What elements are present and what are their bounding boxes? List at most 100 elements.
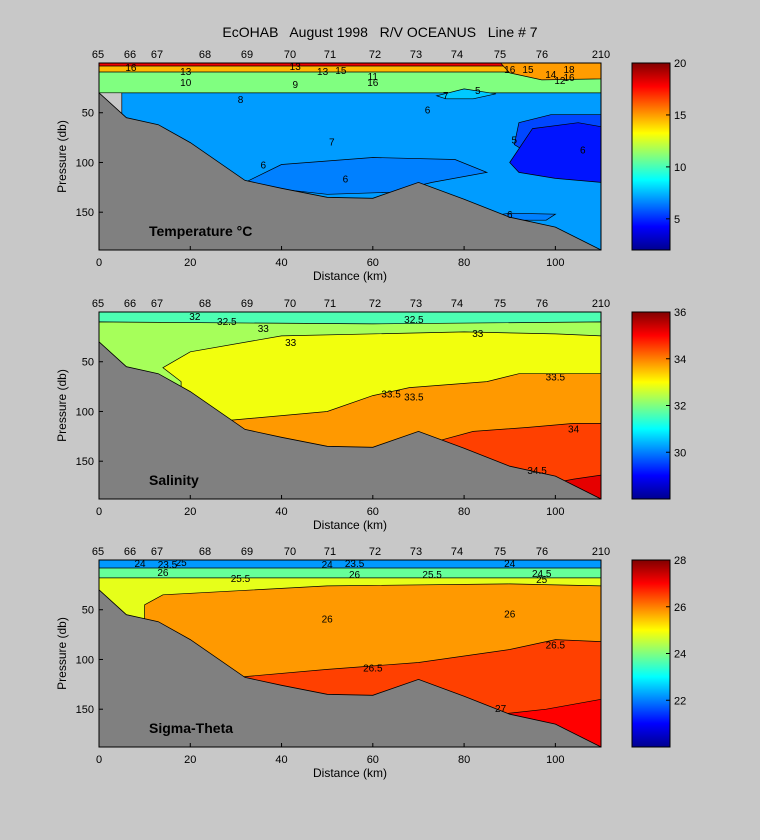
bathymetry [99,92,601,250]
contour-label: 25.5 [231,574,251,585]
x-tick-label: 100 [546,754,564,766]
station-label: 69 [241,49,253,61]
contour-label: 24 [504,559,516,570]
station-label: 75 [494,49,506,61]
x-tick-label: 100 [546,257,564,269]
station-label: 73 [410,298,422,310]
colorbar-tick-label: 20 [674,58,686,70]
y-tick-label: 50 [82,108,94,120]
station-label: 68 [199,298,211,310]
contour-label: 33 [285,338,297,349]
contour-label: 33.5 [381,390,401,401]
station-label: 68 [199,546,211,558]
contour-label: 34.5 [527,466,547,477]
contour-label: 13 [290,62,302,73]
station-label: 71 [324,546,336,558]
bathymetry [99,341,601,499]
colorbar [631,559,671,748]
contour-label: 16 [563,73,575,84]
contour-label: 33.5 [404,393,424,404]
contour-label: 26 [157,568,169,579]
x-axis-label: Distance (km) [313,518,387,532]
contour-label: 8 [238,95,244,106]
y-tick-label: 150 [76,207,94,219]
contour-label: 12 [554,76,566,87]
station-label: 66 [124,546,136,558]
contour-label: 24 [322,560,334,571]
y-tick-label: 100 [76,406,94,418]
contour-label: 15 [335,66,347,77]
panel-label: Temperature °C [149,223,252,239]
contour-label: 16 [125,63,137,74]
contour-label: 6 [425,106,431,117]
contour-label: 6 [580,146,586,157]
colorbar [631,62,671,251]
station-label: 75 [494,546,506,558]
colorbar-tick-label: 24 [674,649,686,661]
colorbar-tick-label: 22 [674,695,686,707]
colorbar-tick-label: 15 [674,110,686,122]
contour-label: 25 [536,575,548,586]
station-label: 70 [284,546,296,558]
station-label: 65 [92,49,104,61]
station-label: 76 [536,49,548,61]
plot-frame [98,62,602,251]
y-axis-label: Pressure (db) [55,617,69,690]
contour-label: 15 [522,65,534,76]
colorbar-tick-label: 36 [674,307,686,319]
contour-label: 26 [322,615,334,626]
contour-label: 5 [512,136,518,147]
contour-label: 24.5 [532,569,552,580]
x-tick-label: 100 [546,506,564,518]
x-axis-label: Distance (km) [313,766,387,780]
contour-label: 33 [258,324,270,335]
contour-band [243,157,489,195]
contour-label: 16 [367,78,379,89]
panel-label: Salinity [149,472,199,488]
station-label: 210 [592,546,610,558]
colorbar-tick-label: 10 [674,162,686,174]
contour-label: 32.5 [217,317,237,328]
contour-label: 6 [343,174,349,185]
x-tick-label: 20 [184,257,196,269]
station-label: 73 [410,49,422,61]
x-tick-label: 40 [275,754,287,766]
contour-band [509,122,601,183]
plot-frame [98,559,602,748]
x-tick-label: 60 [367,754,379,766]
x-axis-label: Distance (km) [313,269,387,283]
colorbar-tick-label: 28 [674,555,686,567]
station-label: 69 [241,546,253,558]
contour-label: 33.5 [546,373,566,384]
station-label: 70 [284,49,296,61]
colorbar-tick-label: 32 [674,401,686,413]
contour-label: 13 [180,67,192,78]
contour-label: 24 [135,559,147,570]
contour-label: 5 [475,86,481,97]
x-tick-label: 20 [184,506,196,518]
contour-label: 7 [443,91,449,102]
contour-label: 6 [507,210,513,221]
x-tick-label: 80 [458,506,470,518]
contour-label: 9 [292,80,298,91]
y-tick-label: 150 [76,704,94,716]
contour-label: 13 [317,67,329,78]
contour-label: 25 [176,558,188,569]
x-tick-label: 0 [96,506,102,518]
contour-label: 32 [189,312,201,323]
x-tick-label: 0 [96,754,102,766]
x-tick-label: 60 [367,506,379,518]
x-tick-label: 0 [96,257,102,269]
contour-label: 10 [180,78,192,89]
station-label: 74 [451,546,463,558]
station-label: 68 [199,49,211,61]
contour-label: 23.5 [158,560,178,571]
x-tick-label: 80 [458,257,470,269]
bathymetry [99,589,601,747]
panel-label: Sigma-Theta [149,720,233,736]
